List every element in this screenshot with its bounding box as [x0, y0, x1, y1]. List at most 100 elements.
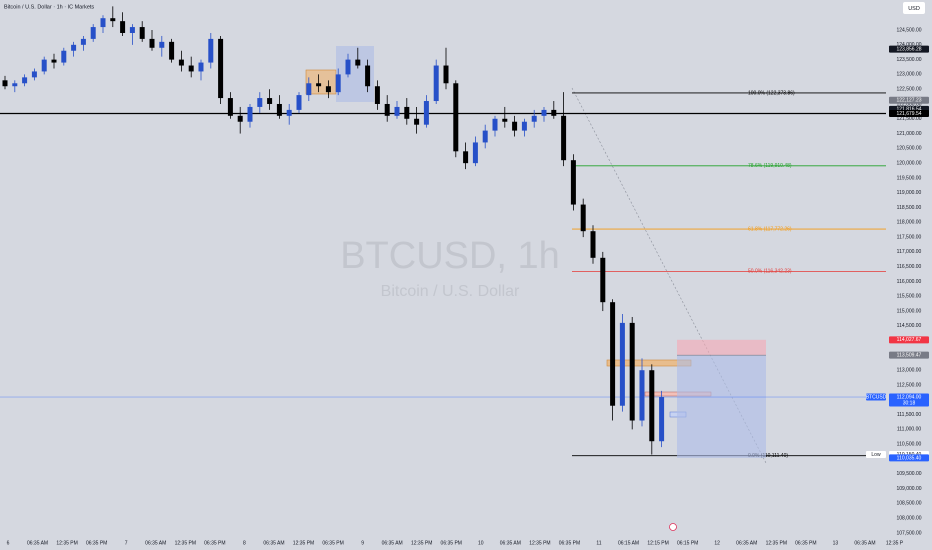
candle-body — [325, 86, 331, 93]
y-tick-label: 122,000.00 — [896, 101, 921, 107]
candle-body — [296, 95, 302, 110]
x-tick-label: 06:35 PM — [795, 540, 816, 546]
y-tick-label: 110,500.00 — [897, 442, 922, 448]
candle-body — [541, 109, 547, 116]
price-tag — [889, 393, 929, 407]
y-tick-label: 112,500.00 — [897, 382, 922, 388]
candle-body — [80, 38, 86, 45]
plot-layer: 100.0% (122,373.86) 78.6% (119,910.48) 61.… — [0, 6, 886, 459]
candle-body — [2, 80, 8, 87]
candle-body — [227, 98, 233, 116]
tag-label: Low — [871, 452, 881, 458]
x-tick-label: 06:35 AM — [736, 540, 757, 546]
y-tick-label: 116,500.00 — [897, 264, 922, 270]
x-tick-label: 06:35 AM — [854, 540, 875, 546]
x-tick-label: 12:15 PM — [647, 540, 668, 546]
candle-body — [61, 50, 67, 63]
candle-body — [335, 74, 341, 93]
y-tick-label: 111,000.00 — [897, 427, 922, 433]
candle-body — [110, 18, 116, 22]
candle-body — [639, 370, 645, 421]
y-tick-label: 120,500.00 — [896, 146, 921, 152]
candle-body — [218, 38, 224, 99]
y-tick-label: 123,000.00 — [896, 72, 921, 78]
candle-body — [129, 27, 135, 33]
candle-body — [531, 115, 537, 122]
y-tick-label: 107,500.00 — [896, 530, 921, 536]
stop-zone — [677, 339, 766, 356]
y-tick-label: 117,000.00 — [897, 249, 922, 255]
candle-body — [570, 160, 576, 205]
candle-body — [453, 83, 459, 152]
candle-body — [414, 118, 420, 125]
fib-label: 78.6% (119,910.48) — [748, 163, 792, 169]
candle-body — [551, 109, 557, 116]
price-tag-label: 114,027.67 — [897, 337, 922, 343]
price-tag-label: 112,094.00 — [897, 394, 922, 400]
candle-body — [31, 71, 37, 78]
price-axis — [886, 0, 932, 550]
x-tick-label: 12:35 P — [886, 540, 904, 546]
currency[interactable]: USD — [908, 6, 920, 12]
candle-body — [561, 115, 567, 161]
candle-body — [159, 41, 165, 48]
x-tick-label: 06:35 PM — [322, 540, 343, 546]
x-tick-label: 9 — [361, 540, 364, 546]
y-tick-label: 108,500.00 — [896, 501, 921, 507]
candle-body — [521, 121, 527, 131]
y-tick-label: 118,500.00 — [897, 205, 922, 211]
candle-body — [394, 106, 400, 116]
fib-label: 50.0% (116,342.23) — [748, 269, 792, 275]
axis-layer: 107,500.00 108,000.00 108,500.00 109,000.00… — [7, 27, 929, 546]
x-tick-label: 12:35 PM — [56, 540, 77, 546]
candle-body — [100, 18, 106, 28]
event-icon[interactable] — [669, 523, 677, 531]
candle-body — [12, 83, 18, 87]
candle-body — [423, 101, 429, 125]
y-tick-label: 116,000.00 — [897, 279, 922, 285]
candle-body — [267, 98, 273, 104]
candle-body — [365, 65, 371, 87]
candle-body — [463, 151, 469, 164]
candle-body — [482, 130, 488, 143]
candle-body — [237, 115, 243, 122]
countdown: 30:18 — [903, 400, 916, 406]
x-tick-label: 06:35 AM — [145, 540, 166, 546]
candle-body — [443, 65, 449, 84]
y-tick-label: 123,500.00 — [896, 57, 921, 63]
candle-body — [374, 86, 380, 104]
candle-body — [51, 59, 57, 63]
y-tick-label: 108,000.00 — [896, 515, 921, 521]
candle-body — [198, 62, 204, 72]
currency-button[interactable] — [903, 2, 925, 14]
x-tick-label: 12:35 PM — [175, 540, 196, 546]
x-tick-label: 12:35 PM — [766, 540, 787, 546]
x-tick-label: 12:35 PM — [293, 540, 314, 546]
x-tick-label: 6 — [7, 540, 10, 546]
candle-body — [600, 257, 606, 303]
candle-body — [590, 231, 596, 258]
price-tag — [889, 454, 929, 462]
y-tick-label: 124,500.00 — [896, 27, 921, 33]
x-tick-label: 06:35 PM — [441, 540, 462, 546]
y-tick-label: 114,500.00 — [897, 323, 922, 329]
y-tick-label: 109,000.00 — [896, 486, 921, 492]
fib-label: 0.0% (110,111.40) — [748, 453, 788, 459]
x-tick-label: 06:35 PM — [204, 540, 225, 546]
x-tick-label: 12 — [714, 540, 720, 546]
x-tick-label: 06:35 PM — [86, 540, 107, 546]
fib-label: 100.0% (122,373.86) — [748, 90, 795, 96]
price-tag-label: 121,816.54 — [896, 107, 921, 113]
candle-body — [649, 370, 655, 442]
x-tick-label: 11 — [596, 540, 601, 546]
candle-body — [580, 204, 586, 232]
x-tick-label: 06:35 AM — [27, 540, 48, 546]
candle-body — [149, 38, 155, 48]
candle-body — [404, 106, 410, 119]
candle-body — [188, 65, 194, 72]
candle-body — [306, 83, 312, 96]
price-tag — [889, 96, 929, 104]
y-tick-label: 119,000.00 — [897, 190, 922, 196]
candle-body — [619, 322, 625, 406]
